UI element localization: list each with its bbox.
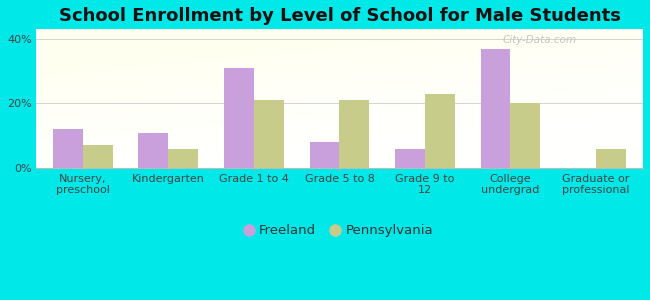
Bar [53,129,83,168]
Bar [395,148,425,168]
Title: School Enrollment by Level of School for Male Students: School Enrollment by Level of School for… [58,7,620,25]
Bar [596,148,626,168]
Bar [510,103,540,168]
Bar [339,100,369,168]
Text: City-Data.com: City-Data.com [502,35,577,45]
Bar [254,100,284,168]
Bar [480,49,510,168]
Bar [224,68,254,168]
Bar [138,133,168,168]
Bar [83,146,113,168]
Bar [168,148,198,168]
Legend: Freeland, Pennsylvania: Freeland, Pennsylvania [240,219,438,242]
Bar [425,94,455,168]
Bar [309,142,339,168]
